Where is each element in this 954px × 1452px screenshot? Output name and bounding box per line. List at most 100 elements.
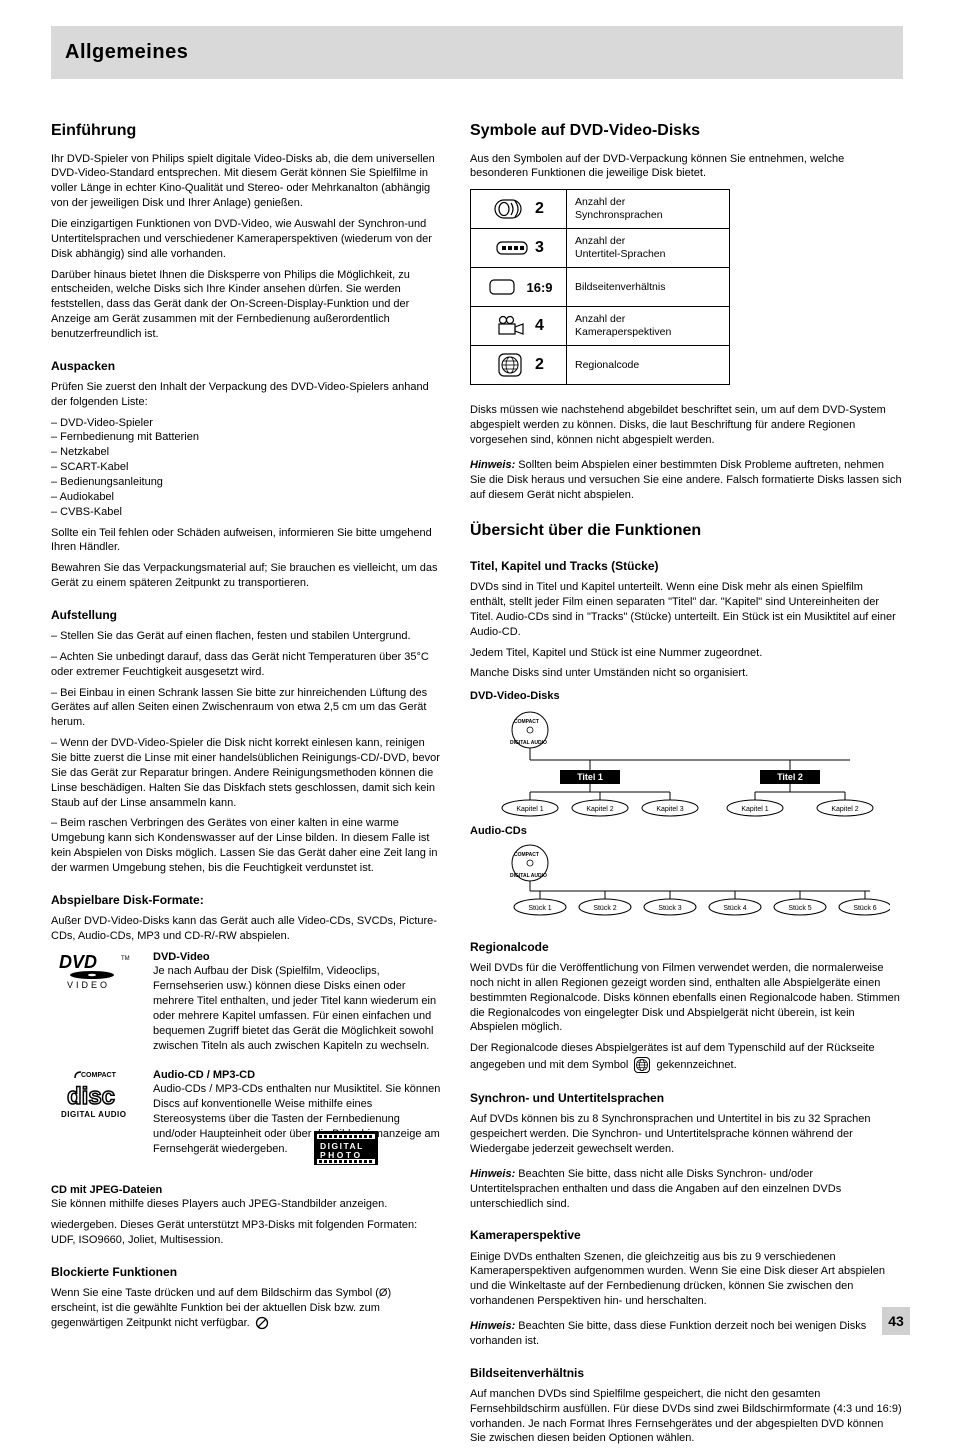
region-value: 2 <box>535 354 544 376</box>
angle-para: Einige DVDs enthalten Szenen, die gleich… <box>470 1250 902 1309</box>
svg-text:COMPACT: COMPACT <box>514 719 539 725</box>
svg-text:Kapitel 1: Kapitel 1 <box>741 806 768 813</box>
formats-para: Außer DVD-Video-Disks kann das Gerät auc… <box>51 914 441 944</box>
placement-item: – Bei Einbau in einen Schrank lassen Sie… <box>51 686 441 731</box>
region-para1: Weil DVDs für die Veröffentlichung von F… <box>470 961 902 1035</box>
dvd-row: DVD VIDEO TM DVD-Video Je nach Aufbau de… <box>51 950 441 1054</box>
svg-text:Stück 1: Stück 1 <box>528 905 551 912</box>
page-number: 43 <box>882 1307 910 1335</box>
titles-para3: Manche Disks sind unter Umständen nicht … <box>470 666 902 681</box>
camera-angle-icon: 4 <box>471 307 567 345</box>
page-header: Allgemeines <box>51 26 903 79</box>
cd-tree-diagram: COMPACT DIGITAL AUDIO Stück 1 Stück 2 St… <box>470 843 890 923</box>
svg-text:Stück 4: Stück 4 <box>723 905 746 912</box>
cell-line2: Regionalcode <box>575 359 721 372</box>
intro-para-3: Darüber hinaus bietet Ihnen die Disksper… <box>51 268 441 342</box>
table-row: 4 Anzahl der Kameraperspektiven <box>471 306 729 345</box>
region-para2: Der Regionalcode dieses Abspielgerätes i… <box>470 1041 902 1074</box>
placement-item: – Beim raschen Verbringen des Gerätes vo… <box>51 816 441 875</box>
hint-label: Hinweis: <box>470 1168 515 1180</box>
placement-item: – Wenn der DVD-Video-Spieler die Disk ni… <box>51 736 441 810</box>
svg-text:Titel 1: Titel 1 <box>577 772 603 782</box>
svg-text:Kapitel 2: Kapitel 2 <box>586 806 613 813</box>
cell-line2: Bildseitenverhältnis <box>575 281 721 294</box>
cell-line2: Kameraperspektiven <box>575 326 721 339</box>
cell-line1: Anzahl der <box>575 235 721 248</box>
table-row: 2 Regionalcode <box>471 345 729 384</box>
digital-photo-logo-icon: DIGITAL PHOTO <box>311 1129 383 1169</box>
angle-hint-text: Beachten Sie bitte, dass diese Funktion … <box>470 1320 866 1347</box>
angle-heading: Kameraperspektive <box>470 1227 902 1243</box>
svg-text:Kapitel 1: Kapitel 1 <box>516 806 543 813</box>
mp3-extra: wiedergeben. Dieses Gerät unterstützt MP… <box>51 1218 441 1248</box>
icons-para: Aus den Symbolen auf der DVD-Verpackung … <box>470 152 902 182</box>
dvd-symbols-table: 2 Anzahl der Synchronsprachen 3 Anzahl <box>470 189 730 385</box>
unpack-item: – CVBS-Kabel <box>51 505 441 520</box>
audiocd-label: Audio-CD / MP3-CD <box>153 1069 255 1081</box>
jpeg-desc: Sie können mithilfe dieses Players auch … <box>51 1198 387 1210</box>
aspect-ratio-icon: 16:9 <box>471 268 567 306</box>
lang-hint-text: Beachten Sie bitte, dass nicht alle Disk… <box>470 1168 841 1210</box>
unpack-item: – Audiokabel <box>51 490 441 505</box>
placement-item: – Stellen Sie das Gerät auf einen flache… <box>51 629 441 644</box>
jpeg-label: CD mit JPEG-Dateien <box>51 1184 162 1196</box>
blocked-heading: Blockierte Funktionen <box>51 1264 441 1280</box>
titles-para1: DVDs sind in Titel und Kapitel unterteil… <box>470 580 902 639</box>
svg-text:disc: disc <box>67 1083 115 1110</box>
regioncode-heading: Regionalcode <box>470 939 902 955</box>
svg-text:Stück 2: Stück 2 <box>593 905 616 912</box>
intro-para-1: Ihr DVD-Spieler von Philips spielt digit… <box>51 152 441 211</box>
aspect-value: 16:9 <box>526 279 552 297</box>
aspect-para: Auf manchen DVDs sind Spielfilme gespeic… <box>470 1387 902 1446</box>
dvd-tree-diagram: COMPACT DIGITAL AUDIO Titel 1 Kapitel 1 … <box>470 708 890 818</box>
unpack-item: – SCART-Kabel <box>51 460 441 475</box>
hint-label: Hinweis: <box>470 459 515 471</box>
intro-heading: Einführung <box>51 120 441 142</box>
unpack-item: – Netzkabel <box>51 445 441 460</box>
audio-count: 2 <box>535 198 544 220</box>
svg-text:Stück 5: Stück 5 <box>788 905 811 912</box>
unpack-item: – Fernbedienung mit Batterien <box>51 430 441 445</box>
overview-heading: Übersicht über die Funktionen <box>470 520 902 542</box>
globe-icon <box>633 1056 651 1074</box>
left-column: Einführung Ihr DVD-Spieler von Philips s… <box>51 120 441 1337</box>
right-column: Symbole auf DVD-Video-Disks Aus den Symb… <box>470 120 902 1452</box>
cell-line2: Synchronsprachen <box>575 209 721 222</box>
svg-text:VIDEO: VIDEO <box>67 980 110 990</box>
hint-label: Hinweis: <box>470 1320 515 1332</box>
subtitle-count: 3 <box>535 237 544 259</box>
svg-text:DVD: DVD <box>59 952 97 972</box>
titles-para2: Jedem Titel, Kapitel und Stück ist eine … <box>470 646 902 661</box>
angle-count: 4 <box>535 315 544 337</box>
unpack-heading: Auspacken <box>51 358 441 374</box>
svg-text:TM: TM <box>121 956 130 962</box>
aspect-heading: Bildseitenverhältnis <box>470 1365 902 1381</box>
audiocd-desc: Audio-CDs / MP3-CDs enthalten nur Musikt… <box>153 1083 440 1154</box>
dvd-tree-caption: DVD-Video-Disks <box>470 689 902 704</box>
page-title: Allgemeines <box>65 39 188 66</box>
placement-list: – Stellen Sie das Gerät auf einen flache… <box>51 629 441 876</box>
unpack-para-2: Sollte ein Teil fehlen oder Schäden aufw… <box>51 526 441 556</box>
icons-heading: Symbole auf DVD-Video-Disks <box>470 120 902 142</box>
lang-heading: Synchron- und Untertitelsprachen <box>470 1090 902 1106</box>
formats-heading: Abspielbare Disk-Formate: <box>51 892 441 908</box>
unpack-list: – DVD-Video-Spieler – Fernbedienung mit … <box>51 416 441 520</box>
placement-item: – Achten Sie unbedingt darauf, dass das … <box>51 650 441 680</box>
unpack-para-3: Bewahren Sie das Verpackungsmaterial auf… <box>51 561 441 591</box>
prohibit-icon <box>255 1316 269 1330</box>
svg-text:DIGITAL AUDIO: DIGITAL AUDIO <box>61 1110 126 1119</box>
svg-text:Stück 6: Stück 6 <box>853 905 876 912</box>
unpack-para: Prüfen Sie zuerst den Inhalt der Verpack… <box>51 380 441 410</box>
dvd-desc: Je nach Aufbau der Disk (Spielfilm, Vide… <box>153 965 436 1051</box>
blocked-text: Wenn Sie eine Taste drücken und auf dem … <box>51 1287 391 1329</box>
table-row: 16:9 Bildseitenverhältnis <box>471 267 729 306</box>
dvd-video-logo-icon: DVD VIDEO TM <box>51 950 137 990</box>
region-hint: Hinweis: Sollten beim Abspielen einer be… <box>470 458 902 503</box>
dvd-label: DVD-Video <box>153 951 210 963</box>
titles-heading: Titel, Kapitel und Tracks (Stücke) <box>470 558 902 574</box>
cell-line1: Anzahl der <box>575 196 721 209</box>
cd-tree-caption: Audio-CDs <box>470 824 902 839</box>
svg-text:Kapitel 2: Kapitel 2 <box>831 806 858 813</box>
svg-text:DIGITAL AUDIO: DIGITAL AUDIO <box>510 740 547 746</box>
svg-text:Kapitel 3: Kapitel 3 <box>656 806 683 813</box>
